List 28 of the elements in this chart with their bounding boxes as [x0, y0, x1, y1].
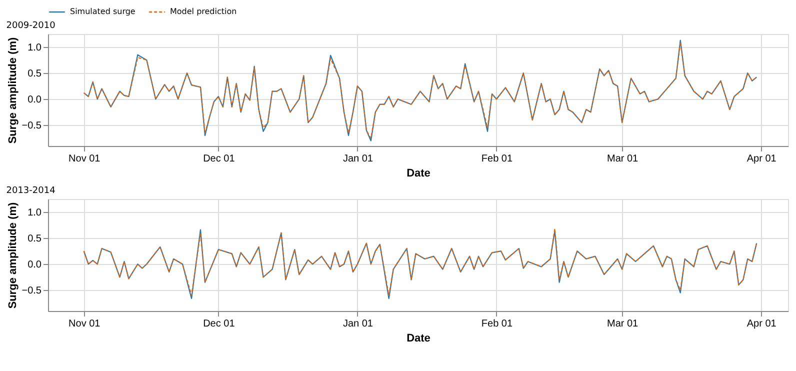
y-tick-label: 0.0 — [28, 94, 42, 106]
y-axis-title: Surge amplitude (m) — [6, 202, 19, 309]
x-tick-label: Dec 01 — [203, 318, 236, 330]
legend-label: Simulated surge — [70, 7, 136, 16]
x-tick-label: Jan 01 — [342, 318, 374, 330]
y-axis-title: Surge amplitude (m) — [6, 36, 19, 144]
legend-label: Model prediction — [170, 7, 237, 16]
x-tick-label: Dec 01 — [203, 154, 236, 164]
x-tick-label: Feb 01 — [481, 318, 513, 330]
chart-title: 2009-2010 — [6, 21, 56, 31]
x-tick-label: Nov 01 — [68, 154, 101, 164]
x-axis-title: Date — [406, 168, 430, 180]
x-axis-title: Date — [406, 332, 430, 344]
x-tick-label: Apr 01 — [746, 154, 777, 164]
x-tick-label: Mar 01 — [607, 154, 639, 164]
chart-title: 2013-2014 — [6, 186, 56, 196]
y-tick-label: 1.0 — [28, 208, 42, 219]
y-tick-label: 0.0 — [28, 260, 42, 271]
x-tick-label: Apr 01 — [746, 318, 777, 330]
x-tick-label: Jan 01 — [342, 154, 374, 164]
y-tick-label: 1.0 — [28, 42, 42, 54]
x-tick-label: Mar 01 — [607, 318, 639, 330]
y-tick-label: 0.5 — [28, 68, 42, 80]
y-tick-label: −0.5 — [22, 120, 42, 132]
x-tick-label: Feb 01 — [481, 154, 513, 164]
y-tick-label: −0.5 — [22, 286, 42, 297]
y-tick-label: 0.5 — [28, 234, 42, 245]
x-tick-label: Nov 01 — [68, 318, 101, 330]
